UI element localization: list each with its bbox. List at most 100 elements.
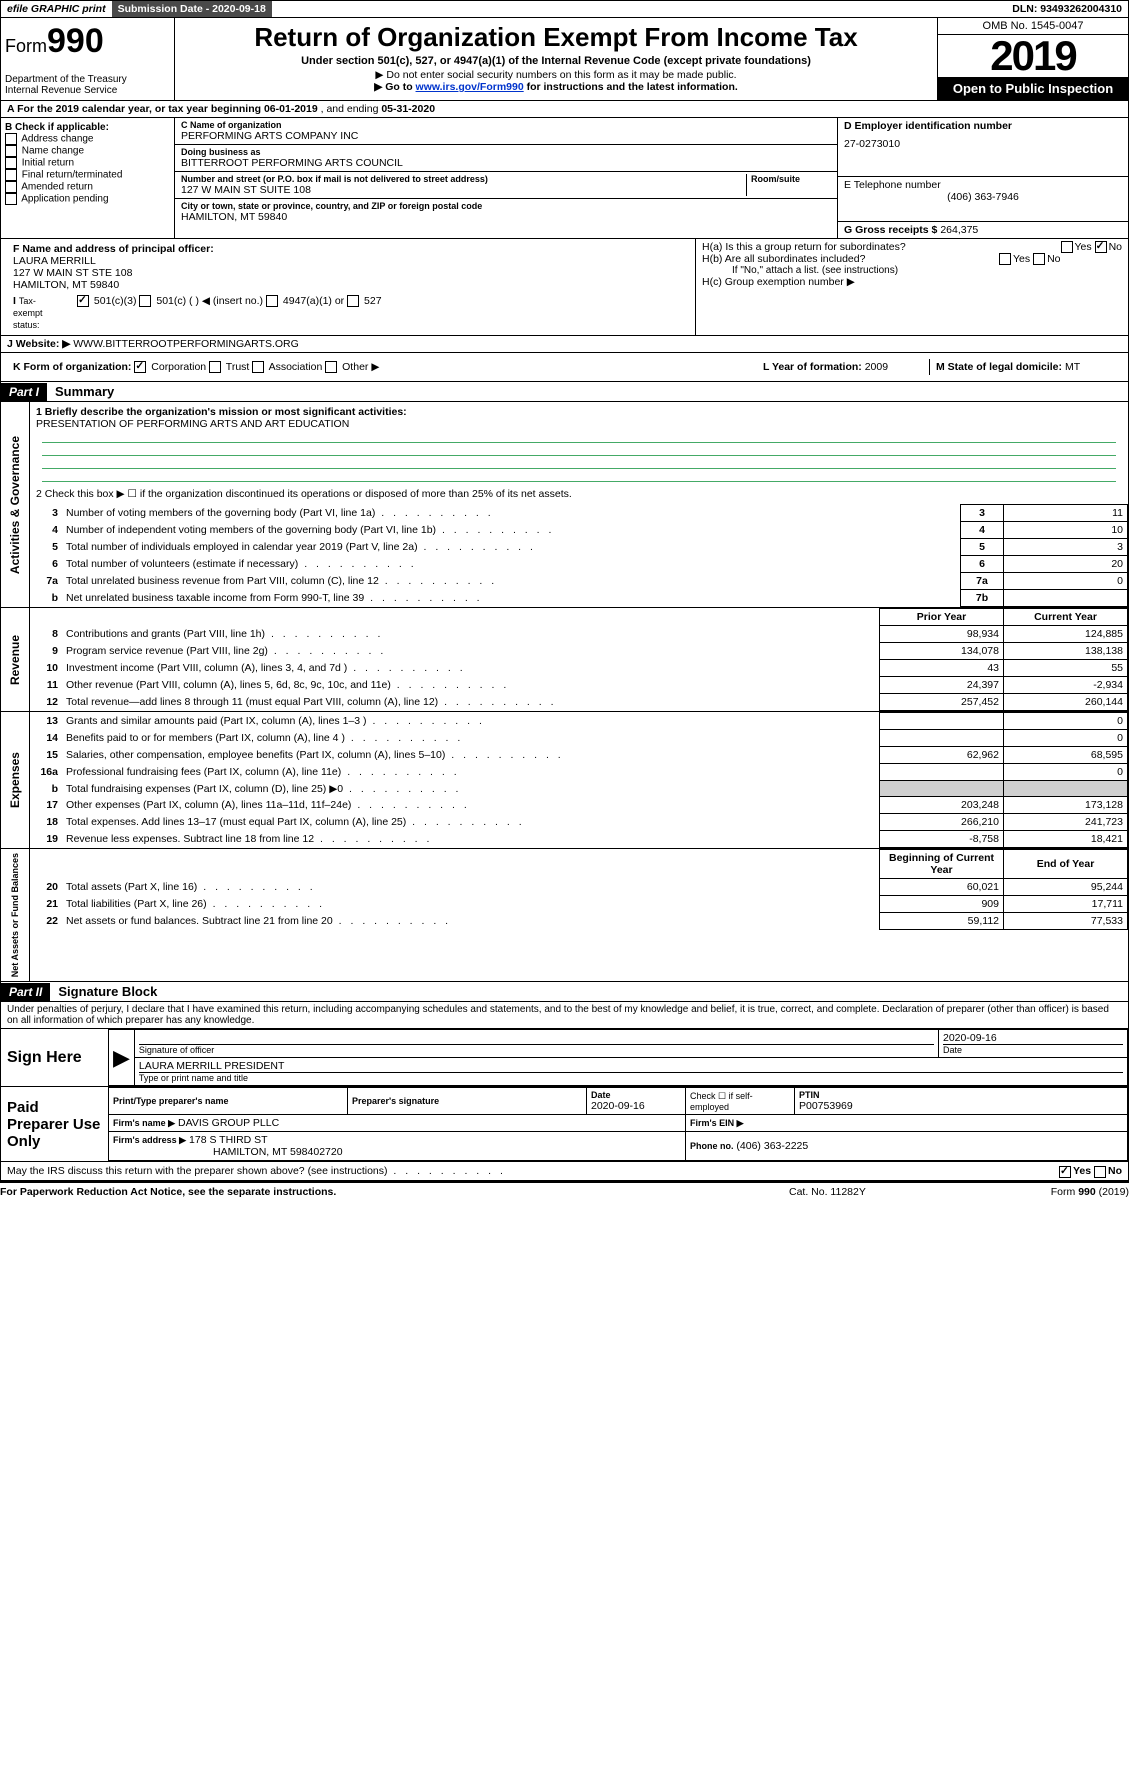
hb-yes-checkbox[interactable]	[999, 253, 1011, 265]
box-h: H(a) Is this a group return for subordin…	[696, 239, 1128, 335]
row-a-mid: , and ending	[321, 103, 382, 115]
firm-phone-value: (406) 363-2225	[736, 1140, 808, 1152]
opt-4947: 4947(a)(1) or	[283, 295, 344, 307]
b-item: Initial return	[5, 157, 170, 169]
k-other-checkbox[interactable]	[325, 361, 337, 373]
firm-ein-label: Firm's EIN ▶	[690, 1118, 744, 1128]
open-public-badge: Open to Public Inspection	[938, 77, 1128, 100]
checkbox-address-change[interactable]	[5, 133, 17, 145]
checkbox-initial-return[interactable]	[5, 157, 17, 169]
netassets-table: Beginning of Current YearEnd of Year20To…	[30, 849, 1128, 930]
addr-label: Number and street (or P.O. box if mail i…	[181, 174, 746, 184]
part2-title: Signature Block	[50, 982, 165, 1001]
discuss-text: May the IRS discuss this return with the…	[7, 1165, 388, 1177]
side-expenses: Expenses	[6, 748, 24, 812]
tax-exempt-opts: 501(c)(3) 501(c) ( ) ◀ (insert no.) 4947…	[71, 293, 388, 333]
table-header-row: Prior YearCurrent Year	[30, 609, 1128, 626]
k-corp-checkbox[interactable]	[134, 361, 146, 373]
ptin-label: PTIN	[799, 1090, 1123, 1100]
note-ssn: ▶ Do not enter social security numbers o…	[179, 69, 933, 81]
b-item: Address change	[5, 133, 170, 145]
checkbox-final-return/terminated[interactable]	[5, 169, 17, 181]
footer: For Paperwork Reduction Act Notice, see …	[0, 1181, 1129, 1198]
box-deg: D Employer identification number 27-0273…	[837, 118, 1128, 238]
table-row: 12Total revenue—add lines 8 through 11 (…	[30, 694, 1128, 711]
table-row: 17Other expenses (Part IX, column (A), l…	[30, 797, 1128, 814]
gross-label: G Gross receipts $	[844, 224, 937, 236]
discuss-yes: Yes	[1073, 1165, 1091, 1177]
discuss-no-checkbox[interactable]	[1094, 1166, 1106, 1178]
table-row: 22Net assets or fund balances. Subtract …	[30, 913, 1128, 930]
form-990-num: 990	[47, 22, 104, 60]
box-b-label: B Check if applicable:	[5, 122, 170, 133]
firm-addr2-value: HAMILTON, MT 598402720	[113, 1146, 343, 1158]
b-item: Amended return	[5, 181, 170, 193]
goto-pre: ▶ Go to	[374, 81, 415, 93]
table-row: bNet unrelated business taxable income f…	[30, 590, 1128, 607]
paid-preparer-label: Paid Preparer Use Only	[1, 1087, 108, 1161]
self-employed-check[interactable]: Check ☐ if self-employed	[686, 1088, 795, 1115]
ein-label: D Employer identification number	[844, 120, 1122, 132]
checkbox-527[interactable]	[347, 295, 359, 307]
room-label: Room/suite	[746, 174, 831, 196]
discuss-yes-checkbox[interactable]	[1059, 1166, 1071, 1178]
sign-here-block: Sign Here ▶ Signature of officer 2020-09…	[0, 1029, 1129, 1087]
footer-cat: Cat. No. 11282Y	[789, 1186, 989, 1198]
table-row: 3Number of voting members of the governi…	[30, 505, 1128, 522]
dept-label: Department of the Treasury Internal Reve…	[5, 74, 127, 96]
firm-addr-label: Firm's address ▶	[113, 1135, 186, 1145]
ha-yes-checkbox[interactable]	[1061, 241, 1073, 253]
hb-no-checkbox[interactable]	[1033, 253, 1045, 265]
graphic-print-button[interactable]: Submission Date - 2020-09-18	[112, 1, 272, 17]
checkbox-501c3[interactable]	[77, 295, 89, 307]
summary-revenue: Revenue Prior YearCurrent Year8Contribut…	[0, 608, 1129, 712]
table-row: 7aTotal unrelated business revenue from …	[30, 573, 1128, 590]
ha-no-checkbox[interactable]	[1095, 241, 1107, 253]
part1-title: Summary	[47, 382, 122, 401]
table-header-row: Beginning of Current YearEnd of Year	[30, 850, 1128, 879]
summary-expenses: Expenses 13Grants and similar amounts pa…	[0, 712, 1129, 849]
no-label: No	[1109, 241, 1122, 253]
k-trust-checkbox[interactable]	[209, 361, 221, 373]
row-a-tax-year: A For the 2019 calendar year, or tax yea…	[0, 101, 1129, 118]
form-subtitle: Under section 501(c), 527, or 4947(a)(1)…	[179, 55, 933, 67]
table-row: 14Benefits paid to or for members (Part …	[30, 730, 1128, 747]
checkbox-amended-return[interactable]	[5, 181, 17, 193]
side-revenue: Revenue	[6, 631, 24, 689]
table-row: 8Contributions and grants (Part VIII, li…	[30, 626, 1128, 643]
paid-preparer-block: Paid Preparer Use Only Print/Type prepar…	[0, 1087, 1129, 1162]
footer-right: Form 990 (2019)	[989, 1186, 1129, 1198]
k-label: K Form of organization:	[13, 361, 131, 373]
prep-date-value: 2020-09-16	[591, 1100, 681, 1112]
checkbox-501c[interactable]	[139, 295, 151, 307]
efile-label[interactable]: efile GRAPHIC print	[1, 1, 112, 17]
table-row: 20Total assets (Part X, line 16)60,02195…	[30, 879, 1128, 896]
line2-checkbox-text: 2 Check this box ▶ ☐ if the organization…	[36, 488, 1122, 500]
k-assoc-checkbox[interactable]	[252, 361, 264, 373]
sig-name-label: Type or print name and title	[139, 1072, 1123, 1083]
top-bar: efile GRAPHIC print Submission Date - 20…	[0, 0, 1129, 18]
phone-value: (406) 363-7946	[844, 191, 1122, 203]
form-header: Form990 Department of the Treasury Inter…	[0, 18, 1129, 101]
checkbox-name-change[interactable]	[5, 145, 17, 157]
sig-officer-label: Signature of officer	[139, 1044, 934, 1055]
part2-header-row: Part II Signature Block	[0, 982, 1129, 1002]
checkbox-application-pending[interactable]	[5, 193, 17, 205]
note-goto: ▶ Go to www.irs.gov/Form990 for instruct…	[179, 81, 933, 93]
checkbox-4947[interactable]	[266, 295, 278, 307]
prep-date-label: Date	[591, 1090, 681, 1100]
table-row: 15Salaries, other compensation, employee…	[30, 747, 1128, 764]
no-label2: No	[1047, 253, 1060, 265]
irs-link[interactable]: www.irs.gov/Form990	[416, 81, 524, 93]
officer-name: LAURA MERRILL	[13, 255, 96, 267]
firm-phone-label: Phone no.	[690, 1141, 734, 1151]
goto-post: for instructions and the latest informat…	[524, 81, 738, 93]
dba-label: Doing business as	[181, 147, 831, 157]
opt-501c3: 501(c)(3)	[94, 295, 137, 307]
officer-label: F Name and address of principal officer:	[13, 243, 214, 255]
side-governance: Activities & Governance	[6, 432, 24, 578]
sig-date-label: Date	[943, 1044, 1123, 1055]
dba-value: BITTERROOT PERFORMING ARTS COUNCIL	[181, 157, 831, 169]
arrow-icon: ▶	[109, 1030, 135, 1086]
table-row: 6Total number of volunteers (estimate if…	[30, 556, 1128, 573]
